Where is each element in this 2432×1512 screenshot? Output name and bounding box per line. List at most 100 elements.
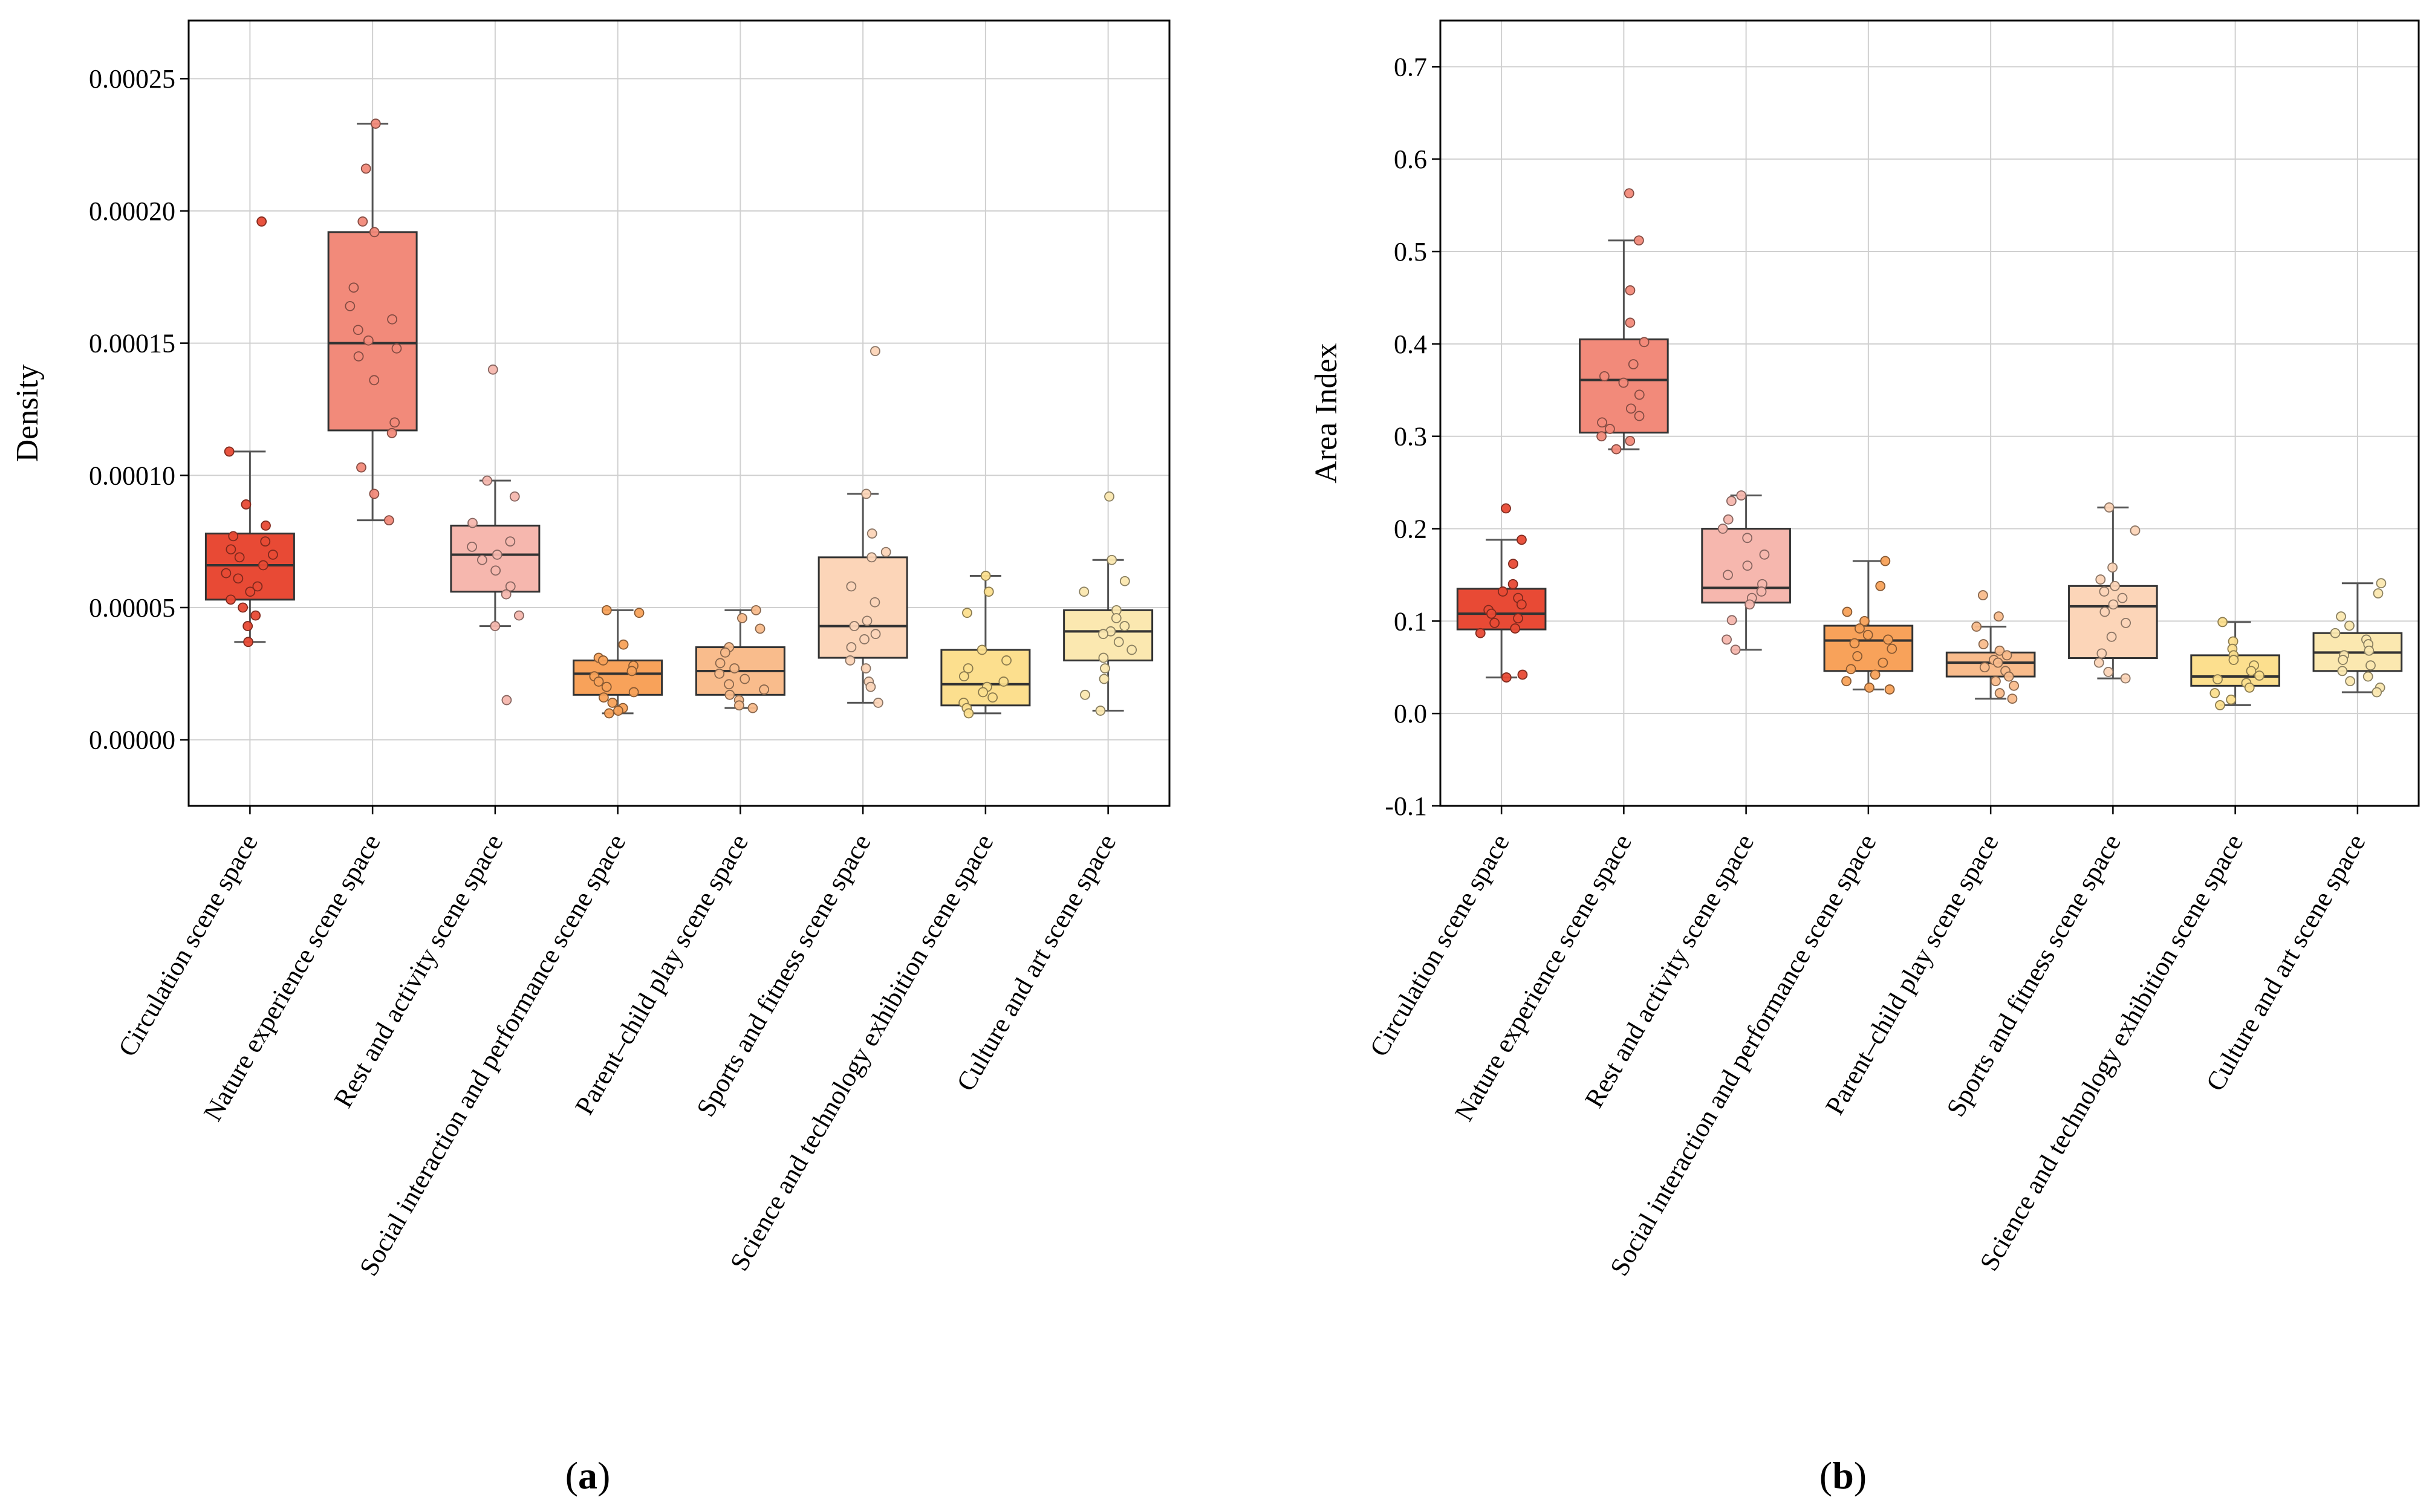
data-point <box>1625 285 1636 296</box>
data-point <box>860 663 871 673</box>
data-point <box>1634 389 1645 400</box>
panel-label: (b) <box>1819 1454 1867 1497</box>
data-point <box>1080 689 1090 700</box>
data-point <box>226 544 236 555</box>
data-point <box>243 637 253 647</box>
data-point <box>962 608 972 618</box>
data-point <box>859 634 870 644</box>
panel-a: 0.00000 0.00005 0.00010 0.00015 0.00020 0.000… <box>10 19 1171 1497</box>
data-point <box>1883 634 1893 645</box>
data-point <box>861 488 872 499</box>
data-point <box>1759 549 1770 560</box>
data-point <box>2209 688 2220 698</box>
x-category-label: Social interaction and performance scene… <box>1604 829 1882 1281</box>
data-point <box>1611 444 1622 455</box>
data-point <box>734 700 744 711</box>
data-point <box>1979 662 1990 673</box>
data-point <box>1501 672 1512 683</box>
data-point <box>750 605 761 615</box>
panel-b: -0.1 0.0 0.1 0.2 0.3 0.4 0.5 0.6 0.7 Circulation … <box>1309 19 2420 1497</box>
data-point <box>1859 615 1870 626</box>
data-point <box>490 565 501 576</box>
data-point <box>467 541 477 552</box>
data-point <box>2099 606 2110 617</box>
data-point <box>1119 576 1130 586</box>
data-point <box>250 610 261 621</box>
data-point <box>2104 502 2115 513</box>
y-tick-label: 0.5 <box>1394 237 1427 267</box>
data-point <box>356 462 366 473</box>
data-point <box>505 581 516 592</box>
data-point <box>2244 682 2255 693</box>
data-point <box>634 608 645 618</box>
x-category-label: Circulation scene space <box>1364 829 1515 1062</box>
data-point <box>2365 660 2376 671</box>
data-point <box>873 698 883 708</box>
data-point <box>1510 623 1521 634</box>
data-point <box>1100 663 1110 673</box>
data-point <box>714 668 725 679</box>
data-point <box>866 528 877 539</box>
data-point <box>1742 533 1753 543</box>
x-category-label: Science and technology exhibition scene … <box>724 829 1000 1276</box>
data-point <box>2099 586 2110 597</box>
data-point <box>601 605 612 615</box>
data-point <box>1634 410 1645 421</box>
data-point <box>233 573 244 584</box>
data-point <box>1098 629 1108 640</box>
data-point <box>724 689 735 700</box>
data-point <box>1098 652 1109 663</box>
data-point <box>1842 606 1853 617</box>
data-point <box>476 554 487 565</box>
data-point <box>238 602 249 613</box>
data-point <box>1862 629 1873 640</box>
data-point <box>224 446 235 457</box>
y-tick-label: 0.0 <box>1394 699 1427 728</box>
data-point <box>980 571 991 581</box>
data-point <box>737 613 747 623</box>
data-point <box>1596 431 1607 442</box>
data-point <box>513 610 524 621</box>
data-point <box>387 314 397 325</box>
data-point <box>603 708 614 719</box>
data-point <box>501 695 512 706</box>
y-tick-label: -0.1 <box>1385 791 1427 821</box>
data-point <box>1113 637 1124 647</box>
data-point <box>1618 377 1629 388</box>
data-point <box>2007 693 2018 704</box>
data-point <box>1849 638 1860 649</box>
data-point <box>2246 666 2257 677</box>
data-point <box>759 684 770 695</box>
data-point <box>1111 613 1122 623</box>
data-point <box>865 681 876 692</box>
data-point <box>983 586 994 597</box>
data-point <box>607 698 618 708</box>
data-point <box>880 547 891 557</box>
data-point <box>1625 317 1636 328</box>
x-category-label: Science and technology exhibition scene … <box>1974 829 2249 1276</box>
box-iqr <box>2068 585 2158 659</box>
data-point <box>260 536 271 547</box>
data-point <box>2213 674 2223 685</box>
data-point <box>866 552 877 563</box>
data-point <box>715 658 726 669</box>
data-point <box>729 663 740 673</box>
y-tick-label: 0.6 <box>1394 144 1427 174</box>
data-point <box>1878 657 1888 668</box>
data-point <box>1516 599 1527 610</box>
data-point <box>2108 599 2119 610</box>
data-point <box>258 560 268 571</box>
data-point <box>252 581 263 592</box>
data-point <box>267 550 278 560</box>
data-point <box>226 594 236 605</box>
data-point <box>963 708 974 719</box>
data-point <box>1730 644 1741 655</box>
box-8 <box>2312 578 2403 698</box>
data-point <box>1079 586 1090 597</box>
data-point <box>1501 503 1511 514</box>
data-point <box>1736 490 1747 501</box>
data-point <box>1994 645 2005 656</box>
panel-label: (a) <box>565 1454 611 1497</box>
data-point <box>1994 688 2005 698</box>
data-point <box>1880 556 1891 566</box>
